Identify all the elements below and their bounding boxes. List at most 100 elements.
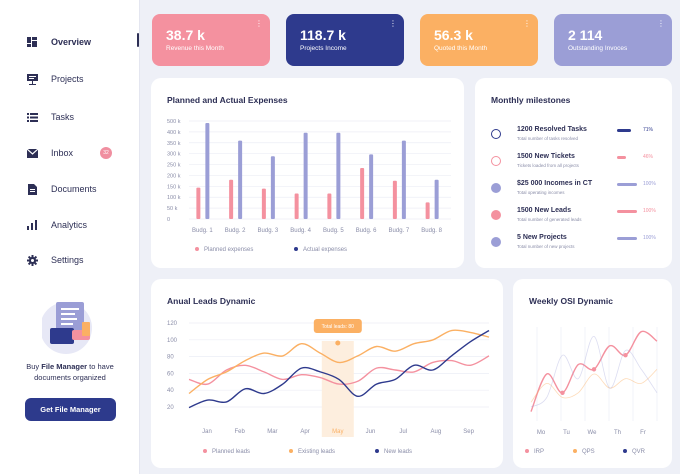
milestone-item: 1200 Resolved Tasks Total number of tasks… xyxy=(489,126,659,148)
stat-label: Projects Income xyxy=(300,45,347,52)
stat-value: 38.7 k xyxy=(166,27,205,43)
x-tick-label: Aug xyxy=(431,429,442,435)
x-tick-label: Jan xyxy=(202,429,212,435)
milestone-subtitle: Tickets loaded from all projects xyxy=(517,163,579,168)
sidebar-item-label: Settings xyxy=(51,255,84,265)
x-tick-label: Jul xyxy=(399,429,407,435)
legend-marker-planned xyxy=(195,247,199,251)
x-tick-label: Budg. 5 xyxy=(323,228,344,234)
stat-value: 56.3 k xyxy=(434,27,473,43)
milestone-title: 1200 Resolved Tasks xyxy=(517,126,587,133)
milestone-status-icon xyxy=(491,156,501,166)
y-tick-label: 20 xyxy=(167,405,174,411)
legend-marker xyxy=(525,449,529,453)
x-tick-label: Apr xyxy=(300,429,309,435)
gear-icon xyxy=(26,254,38,266)
legend-marker-actual xyxy=(294,247,298,251)
bar-planned xyxy=(392,180,397,219)
list-icon xyxy=(26,111,38,123)
milestone-progress-bar xyxy=(617,129,632,132)
x-tick-label: Budg. 2 xyxy=(225,228,246,234)
y-tick-label: 50 k xyxy=(167,206,178,212)
y-tick-label: 250 k xyxy=(167,163,181,169)
milestone-progress-bar xyxy=(617,210,637,213)
tooltip-point xyxy=(335,340,341,346)
milestone-item: 5 New Projects Total number of new projec… xyxy=(489,234,659,256)
y-tick-label: 80 xyxy=(167,355,174,361)
sidebar-item-label: Tasks xyxy=(51,112,75,122)
stat-card-quoted[interactable]: 56.3 k Quoted this Month ⋮ xyxy=(420,14,538,66)
get-file-manager-button[interactable]: Get File Manager xyxy=(25,398,116,421)
more-options-icon[interactable]: ⋮ xyxy=(389,19,397,28)
sidebar-item-label: Overview xyxy=(51,37,92,47)
stat-label: Quoted this Month xyxy=(434,45,488,52)
series-line xyxy=(530,335,658,408)
stat-card-projects-income[interactable]: 118.7 k Projects Income ⋮ xyxy=(286,14,404,66)
x-tick-label: Sep xyxy=(463,429,474,435)
legend-marker xyxy=(203,449,207,453)
stat-card-outstanding-invoices[interactable]: 2 114 Outstanding Invoces ⋮ xyxy=(554,14,672,66)
milestone-subtitle: Total number of generated leads xyxy=(517,217,582,222)
x-tick-label: Jun xyxy=(366,429,376,435)
milestones-card: Monthly milestones 1200 Resolved Tasks To… xyxy=(475,78,672,268)
sidebar-item-overview[interactable]: Overview xyxy=(26,31,136,53)
x-tick-label: Tu xyxy=(563,430,570,436)
y-tick-label: 350 k xyxy=(167,141,181,147)
y-tick-label: 60 xyxy=(167,371,174,377)
legend-marker xyxy=(623,449,627,453)
y-tick-label: 400 k xyxy=(167,130,181,136)
leads-chart: 120 100 80 60 40 20 Total leads: 80 Jan Feb Mar Ap… xyxy=(167,319,490,455)
bar-actual xyxy=(369,154,374,219)
milestone-title: 5 New Projects xyxy=(517,234,567,241)
bar-actual xyxy=(401,140,406,219)
presentation-icon xyxy=(26,73,38,85)
y-tick-label: 120 xyxy=(167,321,178,327)
bar-planned xyxy=(229,179,234,219)
osi-chart: Mo Tu We Th Fr IRP QPS QVR xyxy=(525,327,658,455)
milestone-percent: 100% xyxy=(643,235,656,241)
sidebar: Overview Projects Tasks Inbox 32 Documen… xyxy=(0,0,140,474)
y-tick-label: 100 xyxy=(167,338,178,344)
sidebar-item-inbox[interactable]: Inbox 32 xyxy=(26,142,136,164)
milestone-progress-bar xyxy=(617,183,637,186)
inbox-icon xyxy=(26,147,38,159)
y-tick-label: 150 k xyxy=(167,184,181,190)
stat-card-revenue[interactable]: 38.7 k Revenue this Month ⋮ xyxy=(152,14,270,66)
legend-label: Planned leads xyxy=(212,449,250,455)
more-options-icon[interactable]: ⋮ xyxy=(523,19,531,28)
sidebar-item-tasks[interactable]: Tasks xyxy=(26,106,136,128)
milestone-percent: 46% xyxy=(643,154,654,160)
sidebar-item-documents[interactable]: Documents xyxy=(26,178,136,200)
legend-label-planned: Planned expenses xyxy=(204,247,253,253)
x-tick-label: Fr xyxy=(640,430,646,436)
x-tick-label: Feb xyxy=(235,429,246,435)
legend-label: New leads xyxy=(384,449,412,455)
more-options-icon[interactable]: ⋮ xyxy=(255,19,263,28)
promo-product-name: File Manager xyxy=(41,362,88,371)
x-tick-label: Budg. 1 xyxy=(192,228,213,234)
milestone-item: 1500 New Leads Total number of generated … xyxy=(489,207,659,229)
legend-label: Existing leads xyxy=(298,449,335,455)
series-line xyxy=(188,329,490,409)
dashboard-icon xyxy=(26,36,38,48)
sidebar-item-settings[interactable]: Settings xyxy=(26,249,136,271)
tooltip-box xyxy=(313,319,362,333)
y-tick-label: 0 xyxy=(167,217,170,223)
milestone-status-icon xyxy=(491,237,501,247)
milestone-percent: 100% xyxy=(643,181,656,187)
expenses-card: Planned and Actual Expenses 500 k 400 k 35… xyxy=(151,78,464,268)
osi-title: Weekly OSI Dynamic xyxy=(529,296,613,306)
more-options-icon[interactable]: ⋮ xyxy=(657,19,665,28)
y-tick-label: 300 k xyxy=(167,152,181,158)
inbox-count-badge: 32 xyxy=(100,147,112,159)
series-point xyxy=(591,367,597,372)
legend-marker xyxy=(573,449,577,453)
promo-text: Buy File Manager to have documents organ… xyxy=(26,362,114,382)
series-point xyxy=(560,390,565,395)
bar-planned xyxy=(294,193,299,219)
active-indicator xyxy=(137,33,139,47)
bar-actual xyxy=(238,140,243,219)
sidebar-item-projects[interactable]: Projects xyxy=(26,68,136,90)
sidebar-item-analytics[interactable]: Analytics xyxy=(26,214,136,236)
leads-card: Anual Leads Dynamic 120 100 80 60 40 20 Total … xyxy=(151,279,503,468)
